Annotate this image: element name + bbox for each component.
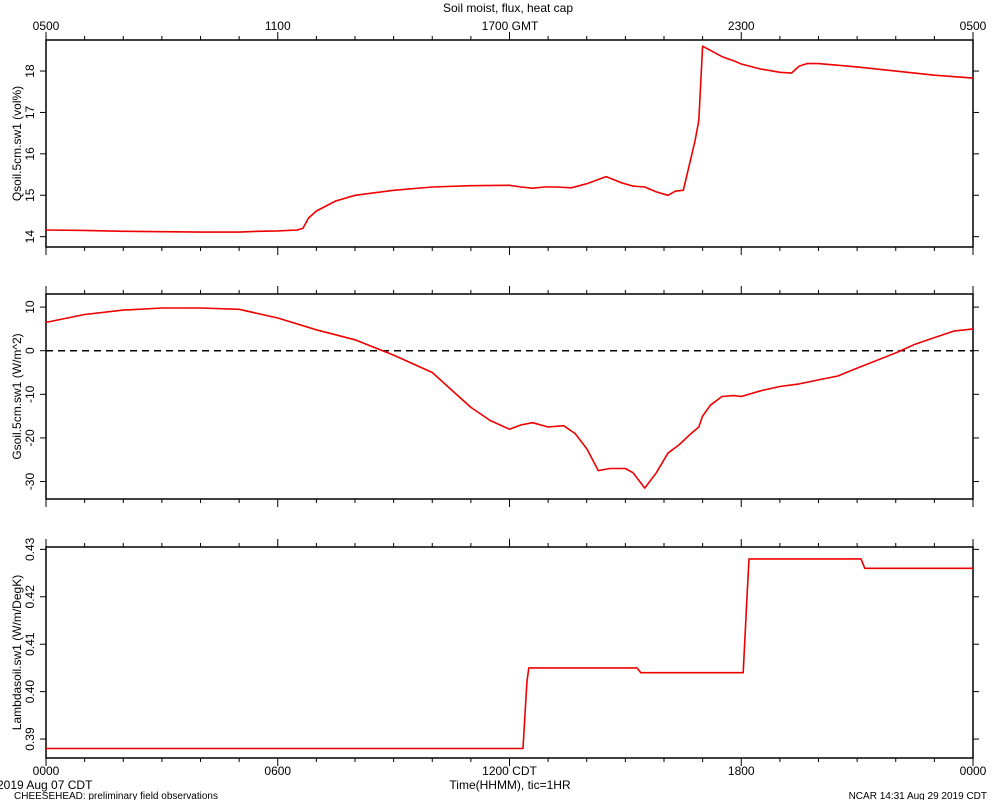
series-line bbox=[45, 45, 974, 233]
panel-1: 14 15 16 17 18 Qsoil.5cm.sw1 (vol%) bbox=[10, 32, 979, 255]
y-tick-label: 0.43 bbox=[23, 537, 37, 561]
top-axis-labels: 0500 1100 2300 0500 bbox=[33, 19, 987, 33]
series-line bbox=[46, 558, 973, 750]
y-tick-label: 0 bbox=[23, 347, 37, 354]
chart-title-group: Soil moist, flux, heat cap bbox=[443, 1, 573, 15]
bottom-tick-label: 0000 bbox=[960, 764, 987, 778]
y-tick-label: -10 bbox=[23, 385, 37, 403]
y-tick-label: 0.40 bbox=[23, 680, 37, 704]
footer-left-note: CHEESEHEAD: preliminary field observatio… bbox=[14, 791, 218, 800]
top-tick-label: 0500 bbox=[960, 19, 987, 33]
plot-frame bbox=[45, 39, 974, 248]
y-tick-label: -20 bbox=[23, 429, 37, 447]
top-axis-label: 1700 GMT bbox=[482, 19, 539, 33]
y-tick-label: 18 bbox=[23, 64, 37, 78]
panel-2: -30 -20 -10 0 10 Gsoil.5cm.sw1 (W/m^2) bbox=[10, 286, 979, 507]
y-tick-label: 17 bbox=[23, 105, 37, 119]
bottom-tick-label: 0600 bbox=[264, 764, 291, 778]
bottom-tick-label: 1200 CDT bbox=[482, 764, 537, 778]
y-tick-label: 0.42 bbox=[23, 585, 37, 609]
top-tick-label: 2300 bbox=[728, 19, 755, 33]
top-tick-label: 0500 bbox=[33, 19, 60, 33]
chart-panels: 14 15 16 17 18 Qsoil.5cm.sw1 (vol%) -30 -20 -10 0… bbox=[10, 32, 979, 766]
bottom-axis-label: Time(HHMM), tic=1HR bbox=[449, 778, 571, 792]
plot-frame bbox=[45, 293, 974, 500]
panel-3: 0.39 0.40 0.41 0.42 0.43 Lambdasoil.sw1 (W/m/… bbox=[10, 537, 979, 766]
chart-title: Soil moist, flux, heat cap bbox=[443, 1, 573, 15]
bottom-tick-label: 0000 bbox=[33, 764, 60, 778]
plot-frame bbox=[45, 546, 974, 759]
bottom-tick-label: 1800 bbox=[728, 764, 755, 778]
footer-date: 2019 Aug 07 CDT bbox=[0, 778, 93, 792]
y-tick-label: -30 bbox=[23, 473, 37, 491]
y-axis-label: Lambdasoil.sw1 (W/m/DegK) bbox=[10, 575, 24, 730]
y-axis-label: Gsoil.5cm.sw1 (W/m^2) bbox=[10, 333, 24, 459]
y-axis-label: Qsoil.5cm.sw1 (vol%) bbox=[10, 86, 24, 201]
y-tick-label: 0.39 bbox=[23, 727, 37, 751]
footer-right-note: NCAR 14:31 Aug 29 2019 CDT bbox=[849, 791, 987, 800]
series-line bbox=[45, 307, 974, 489]
y-tick-label: 15 bbox=[23, 188, 37, 202]
y-tick-label: 0.41 bbox=[23, 632, 37, 656]
y-tick-label: 14 bbox=[23, 230, 37, 244]
top-tick-label: 1100 bbox=[265, 19, 291, 33]
y-tick-label: 10 bbox=[23, 300, 37, 314]
bottom-axis-labels: 0000 0600 1200 CDT 1800 0000 bbox=[33, 764, 987, 778]
y-tick-label: 16 bbox=[23, 147, 37, 161]
